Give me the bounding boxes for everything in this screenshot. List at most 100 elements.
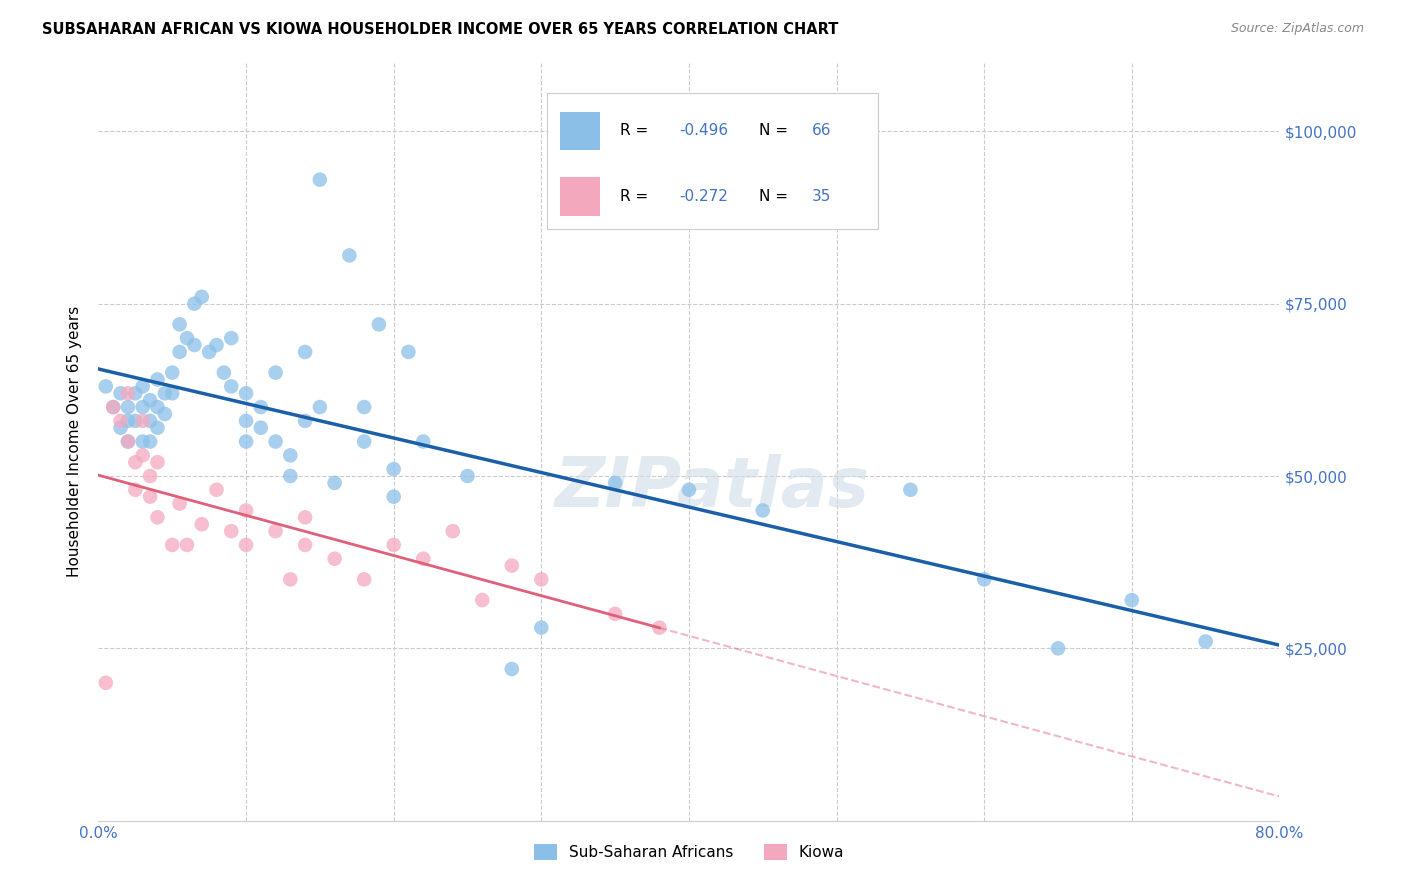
Point [250, 400, 273, 414]
Point [132, 379, 155, 393]
Point [605, 607, 627, 621]
Point [530, 621, 553, 635]
Point [264, 366, 287, 380]
Point [132, 414, 155, 428]
Point [132, 448, 155, 462]
Point [1046, 641, 1070, 656]
Point [309, 172, 332, 186]
Point [900, 483, 922, 497]
Point [501, 558, 523, 573]
Point [117, 414, 139, 428]
Point [153, 386, 176, 401]
Point [294, 510, 316, 524]
Point [471, 593, 494, 607]
Point [169, 345, 191, 359]
Point [648, 621, 671, 635]
Point [183, 296, 205, 310]
Point [212, 366, 235, 380]
Point [264, 524, 287, 538]
Point [221, 379, 243, 393]
Point [382, 462, 405, 476]
Point [146, 510, 169, 524]
Legend: Sub-Saharan Africans, Kiowa: Sub-Saharan Africans, Kiowa [527, 838, 851, 866]
Point [412, 434, 434, 449]
Point [153, 407, 176, 421]
Point [353, 400, 375, 414]
Point [110, 386, 132, 401]
Point [339, 248, 361, 262]
Point [353, 573, 375, 587]
Point [605, 475, 627, 490]
Point [146, 372, 169, 386]
Point [250, 421, 273, 435]
Point [124, 483, 146, 497]
Point [139, 490, 162, 504]
Point [124, 386, 146, 401]
Point [280, 573, 302, 587]
Point [294, 538, 316, 552]
Point [139, 393, 162, 408]
Point [146, 421, 169, 435]
Point [221, 331, 243, 345]
Point [132, 434, 155, 449]
Point [139, 469, 162, 483]
Point [176, 331, 198, 345]
Point [973, 573, 995, 587]
Point [353, 434, 375, 449]
Point [139, 414, 162, 428]
Text: Source: ZipAtlas.com: Source: ZipAtlas.com [1230, 22, 1364, 36]
Point [382, 538, 405, 552]
Point [191, 290, 214, 304]
Point [235, 503, 257, 517]
Point [412, 551, 434, 566]
Point [678, 483, 700, 497]
Point [117, 434, 139, 449]
Point [309, 400, 332, 414]
Point [162, 386, 183, 401]
Point [146, 400, 169, 414]
Point [323, 551, 346, 566]
Point [162, 366, 183, 380]
Point [368, 318, 391, 332]
Point [139, 434, 162, 449]
Point [124, 455, 146, 469]
Point [235, 386, 257, 401]
Point [382, 490, 405, 504]
Point [132, 400, 155, 414]
Text: ZIPatlas: ZIPatlas [555, 453, 870, 521]
Point [235, 414, 257, 428]
Point [205, 338, 228, 352]
Point [441, 524, 464, 538]
Point [117, 400, 139, 414]
Point [110, 421, 132, 435]
Point [117, 386, 139, 401]
Point [94, 675, 117, 690]
Point [1121, 593, 1143, 607]
Point [176, 538, 198, 552]
Y-axis label: Householder Income Over 65 years: Householder Income Over 65 years [67, 306, 83, 577]
Text: SUBSAHARAN AFRICAN VS KIOWA HOUSEHOLDER INCOME OVER 65 YEARS CORRELATION CHART: SUBSAHARAN AFRICAN VS KIOWA HOUSEHOLDER … [42, 22, 838, 37]
Point [398, 345, 420, 359]
Point [198, 345, 221, 359]
Point [457, 469, 479, 483]
Point [94, 379, 117, 393]
Point [280, 448, 302, 462]
Point [191, 517, 214, 532]
Point [530, 573, 553, 587]
Point [103, 400, 125, 414]
Point [162, 538, 183, 552]
Point [117, 434, 139, 449]
Point [169, 497, 191, 511]
Point [264, 434, 287, 449]
Point [323, 475, 346, 490]
Point [294, 414, 316, 428]
Point [501, 662, 523, 676]
Point [110, 414, 132, 428]
Point [103, 400, 125, 414]
Point [124, 414, 146, 428]
Point [1195, 634, 1218, 648]
Point [221, 524, 243, 538]
Point [146, 455, 169, 469]
Point [752, 503, 775, 517]
Point [183, 338, 205, 352]
